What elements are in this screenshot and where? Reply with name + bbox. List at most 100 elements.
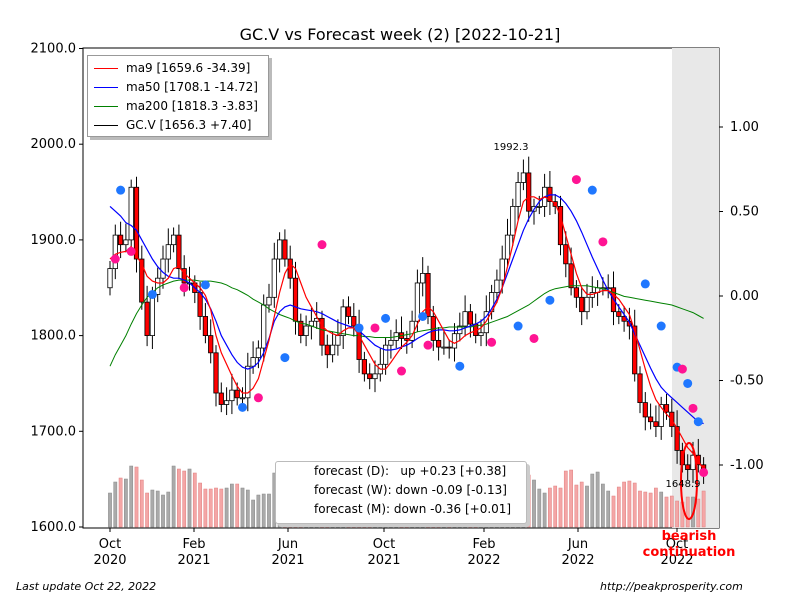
volume-bar bbox=[245, 489, 250, 528]
y-axis-left: 1600.0 1700.0 1800.0 1900.0 2000.0 2100.0 bbox=[31, 42, 83, 535]
candle-body bbox=[170, 234, 177, 246]
y-left-tick-label: 1600.0 bbox=[31, 520, 77, 535]
signal-marker bbox=[238, 402, 247, 412]
signal-marker bbox=[354, 323, 364, 333]
volume-bar bbox=[124, 478, 128, 528]
candle-body bbox=[648, 416, 654, 423]
legend-ma50: ma50 [1708.1 -14.72] bbox=[94, 78, 258, 96]
candle-body bbox=[663, 404, 670, 413]
candle-body bbox=[621, 316, 627, 322]
x-tick-label-month: Oct bbox=[373, 537, 395, 552]
last-label: 1648.9 bbox=[666, 479, 701, 490]
volume-bar bbox=[701, 490, 706, 528]
volume-bar bbox=[182, 470, 187, 528]
volume-bar bbox=[654, 487, 658, 528]
candle-body bbox=[165, 244, 171, 260]
candle-body bbox=[515, 182, 521, 207]
volume-bar bbox=[627, 480, 632, 528]
candle-body bbox=[197, 292, 203, 317]
candle-body bbox=[446, 346, 452, 349]
candle-body bbox=[319, 317, 325, 346]
candle-body bbox=[563, 244, 569, 265]
x-tick-label-year: 2022 bbox=[660, 553, 693, 568]
signal-marker bbox=[110, 254, 120, 264]
candle-body bbox=[229, 389, 235, 402]
candle-body bbox=[658, 404, 664, 427]
volume-bar bbox=[203, 488, 208, 528]
legend-ma200-label: ma200 [1818.3 -3.83] bbox=[126, 99, 258, 113]
volume-bar bbox=[251, 499, 255, 528]
forecast-daily: forecast (D): up +0.23 [+0.38] bbox=[314, 464, 507, 478]
candle-body bbox=[345, 306, 352, 317]
x-tick-label-year: 2021 bbox=[177, 553, 210, 568]
signal-marker bbox=[587, 185, 597, 195]
y-axis-right: -1.00 -0.50 0.00 0.50 1.00 bbox=[719, 120, 764, 473]
x-tick-label-year: 2022 bbox=[467, 553, 500, 568]
candle-body bbox=[372, 373, 378, 380]
candle-body bbox=[579, 296, 585, 313]
volume-bar bbox=[632, 482, 637, 528]
bearish-signal-line2: continuation bbox=[642, 545, 736, 560]
volume-bar bbox=[669, 495, 674, 528]
volume-bar bbox=[664, 496, 669, 528]
x-tick-label-month: Feb bbox=[472, 537, 495, 552]
legend-ma50-swatch bbox=[94, 86, 118, 88]
volume-bar bbox=[675, 500, 679, 528]
candle-body bbox=[287, 258, 293, 279]
candle-body bbox=[351, 316, 357, 327]
volume-bar bbox=[574, 484, 579, 528]
candle-body bbox=[494, 279, 500, 293]
bearish-signal-line1: bearish bbox=[661, 529, 717, 544]
volume-bar bbox=[219, 488, 224, 528]
footer-last-update: Last update Oct 22, 2022 bbox=[16, 580, 157, 593]
candle-body bbox=[213, 352, 219, 394]
candle-body bbox=[425, 272, 431, 317]
forecast-box: forecast (D): up +0.23 [+0.38] forecast … bbox=[275, 461, 527, 524]
y-left-tick-label: 1800.0 bbox=[31, 329, 77, 344]
signal-marker bbox=[381, 313, 391, 323]
candle-body bbox=[261, 304, 267, 349]
candle-body bbox=[526, 172, 532, 212]
signal-marker bbox=[126, 246, 136, 256]
signal-marker bbox=[571, 175, 581, 185]
candle-body bbox=[382, 344, 389, 365]
candle-body bbox=[234, 389, 240, 399]
volume-bar bbox=[224, 487, 229, 528]
signal-marker bbox=[529, 333, 539, 343]
signal-marker bbox=[545, 295, 555, 305]
volume-bar bbox=[139, 479, 144, 528]
volume-bar bbox=[643, 491, 648, 528]
legend-ma9-swatch bbox=[94, 67, 118, 69]
candle-body bbox=[536, 206, 542, 208]
legend-ma50-label: ma50 [1708.1 -14.72] bbox=[126, 80, 258, 94]
volume-bar bbox=[192, 472, 197, 528]
candle-body bbox=[329, 344, 336, 356]
forecast-shading bbox=[672, 48, 719, 528]
volume-bar bbox=[611, 495, 616, 528]
legend-gcv: GC.V [1656.3 +7.40] bbox=[94, 116, 251, 134]
volume-bar bbox=[526, 474, 531, 528]
y-right-tick-label: 0.50 bbox=[730, 205, 759, 220]
candle-body bbox=[520, 172, 527, 183]
candle-body bbox=[451, 333, 458, 349]
candle-body bbox=[637, 373, 643, 403]
volume-bar bbox=[267, 493, 271, 528]
x-tick-label-year: 2021 bbox=[367, 553, 400, 568]
candle-body bbox=[303, 325, 309, 336]
legend: ma9 [1659.6 -34.39] ma50 [1708.1 -14.72]… bbox=[87, 55, 269, 137]
volume-bar bbox=[161, 494, 165, 528]
volume-bar bbox=[145, 492, 149, 528]
volume-bar bbox=[187, 468, 192, 528]
candle-body bbox=[255, 347, 262, 359]
signal-marker bbox=[455, 361, 465, 371]
candle-body bbox=[139, 258, 145, 303]
signal-marker bbox=[699, 467, 709, 477]
candle-body bbox=[504, 234, 511, 260]
volume-bar bbox=[240, 487, 245, 528]
legend-ma9-label: ma9 [1659.6 -34.39] bbox=[126, 61, 251, 75]
volume-bar bbox=[155, 490, 160, 528]
signal-marker bbox=[397, 366, 406, 376]
signal-marker bbox=[688, 403, 698, 413]
candle-body bbox=[499, 258, 505, 281]
y-right-tick-label: 1.00 bbox=[730, 120, 759, 135]
